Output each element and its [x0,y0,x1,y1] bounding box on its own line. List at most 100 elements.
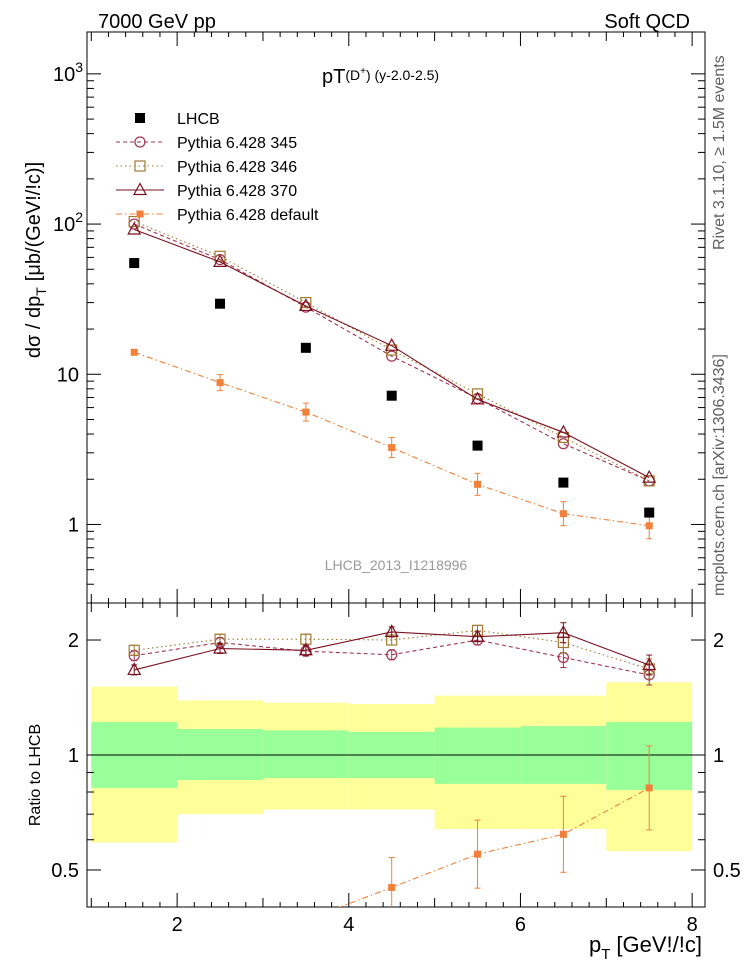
mcplots-side-label: mcplots.cern.ch [arXiv:1306.3436] [711,354,728,596]
ratio-y-axis-label: Ratio to LHCB [27,724,44,826]
x-label-main: p [589,932,601,957]
ratio-point-3 [388,883,396,891]
data-point [472,440,483,451]
data-point [644,507,655,518]
ratio-axes: 2 4 6 8 0.5 0.5 1 1 2 2 [51,602,741,936]
data-point [386,390,397,401]
ratio-y-tick-label-right: 1 [713,745,724,767]
y-axis-label: dσ / dpT [μb/(GeV!/!c)] [23,162,49,358]
ratio-point-2 [556,624,571,638]
series-layer [127,215,657,958]
legend-label-1: Pythia 6.428 345 [177,135,297,152]
y-tick-exp: 3 [75,59,83,75]
series-line-2 [134,228,650,479]
series-point-2 [470,391,485,405]
series-point-3 [130,348,138,356]
series-point-2 [298,298,313,312]
y-tick-label: 103 [53,59,83,86]
series-line-0 [133,223,650,482]
data-point [300,342,311,353]
y-tick-label: 10 [57,364,79,386]
x-label-unit: [GeV!/!c] [616,932,702,957]
legend-label-0: LHCB [177,111,220,128]
band-inner [262,730,349,779]
series-point-2 [556,424,571,438]
x-label-sub: T [601,946,610,963]
y-tick-label: 1 [68,514,79,536]
title-main: pT [322,66,345,88]
y-tick-base: 10 [53,64,75,86]
data-point [215,298,226,309]
ratio-point-3 [645,784,653,792]
x-tick-label: 2 [172,914,183,936]
ratio-point-3 [474,850,482,858]
series-point-1 [300,297,312,309]
series-point-0 [557,438,569,450]
series-point-3 [216,379,224,387]
title-rest: ) (y-2.0-2.5) [366,67,439,83]
title-particle: (D [345,67,360,83]
y-label-sub: T [33,287,49,296]
ratio-point-2 [213,640,228,654]
ratio-point-2 [642,657,657,671]
band-inner [434,727,521,784]
series-point-3 [388,444,396,452]
x-axis-label: pT [GeV!/!c] [589,932,702,963]
main-series [127,215,657,540]
data-point [129,258,140,269]
legend-marker-2 [134,160,146,172]
legend-label-3: Pythia 6.428 370 [177,183,297,200]
ratio-point-1 [128,644,140,656]
ratio-point-0 [386,649,398,661]
y-tick-base: 10 [53,214,75,236]
ratio-point-3 [217,951,224,958]
y-label-main: dσ / dp [23,296,45,358]
legend-marker-4 [136,210,144,218]
series-point-2 [213,254,228,267]
plot-title: pT(D+) (y-2.0-2.5) [322,66,439,88]
series-point-3 [645,522,653,530]
ratio-point-2 [127,662,142,676]
y-tick-label: 102 [53,209,83,236]
ratio-series [127,622,657,958]
ratio-y-tick-label-right: 0.5 [713,860,741,882]
x-tick-label: 4 [343,914,354,936]
ratio-point-2 [298,642,313,656]
header-left-label: 7000 GeV pp [98,11,216,33]
series-point-2 [642,469,657,483]
ratio-point-3 [302,916,309,923]
rivet-side-label: Rivet 3.1.10, ≥ 1.5M events [711,55,728,250]
series-point-3 [474,480,482,488]
title-sup: + [360,66,366,77]
analysis-id-label: LHCB_2013_I1218996 [325,557,468,573]
ratio-y-tick-label-right: 2 [713,630,724,652]
legend-label-2: Pythia 6.428 346 [177,159,297,176]
x-tick-label: 6 [515,914,526,936]
ratio-point-3 [559,830,567,838]
series-point-1 [128,215,140,228]
series-point-3 [559,510,567,518]
series-point-0 [386,350,398,362]
legend-marker-1 [134,136,146,148]
series-point-3 [302,408,310,416]
legend-label-4: Pythia 6.428 default [177,207,319,224]
legend: LHCB Pythia 6.428 345 Pythia 6.428 346 Pyth… [116,111,319,224]
x-tick-label: 8 [687,914,698,936]
series-point-2 [127,221,142,235]
ratio-point-2 [470,628,485,642]
legend-marker-0 [135,113,145,123]
band-inner [177,728,263,781]
ratio-y-tick-label: 1 [68,745,79,767]
ratio-y-tick-label: 2 [68,630,79,652]
header-right-label: Soft QCD [604,11,690,33]
ratio-bands [87,682,705,852]
legend-marker-3 [132,182,148,196]
y-label-unit: [μb/(GeV!/!c)] [23,162,45,281]
data-point [558,477,569,488]
series-point-2 [384,337,399,351]
ratio-y-tick-label: 0.5 [51,860,79,882]
ratio-point-2 [384,624,399,638]
y-tick-exp: 2 [75,209,83,225]
